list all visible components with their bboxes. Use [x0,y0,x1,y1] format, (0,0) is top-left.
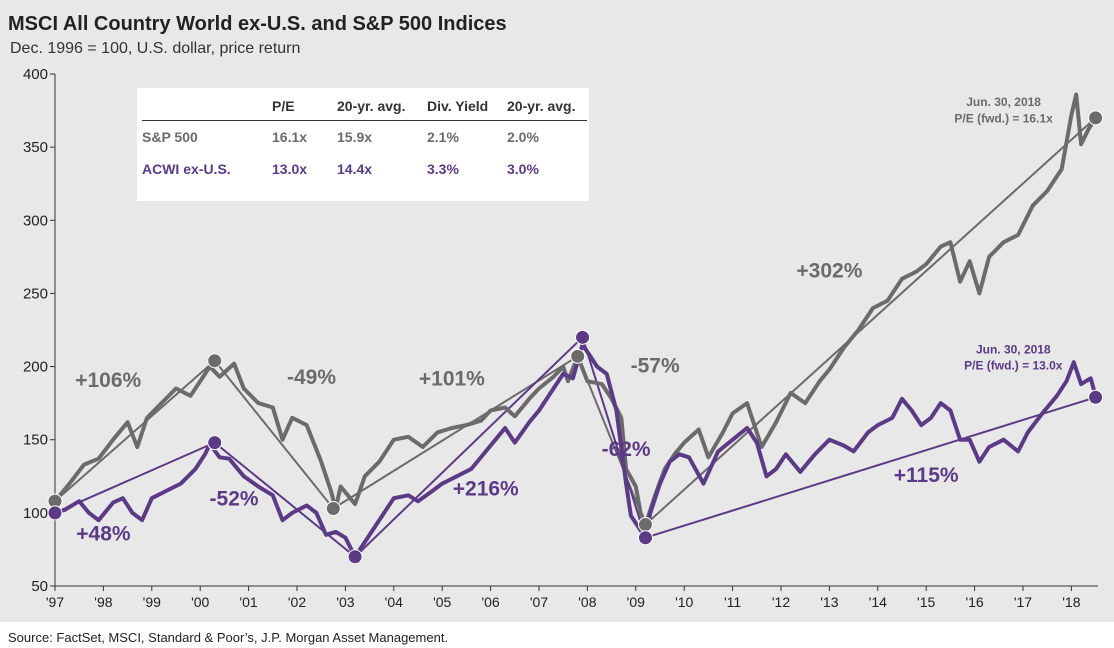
return-annotation: +216% [453,477,519,500]
trend-line [213,360,335,510]
chart-plot: 50 100 150 200 250 300 350 400 '97 '98 '99 '00 '01 '0… [23,66,1104,610]
y-tick-label: 50 [31,578,48,595]
peak-trough-marker [1088,110,1104,126]
pe-avg-value: 14.4x [337,160,373,177]
pe-annotation: Jun. 30, 2018 [976,342,1051,356]
trend-line [354,336,584,558]
y-tick-label: 100 [23,505,48,522]
x-tick-label: '09 [627,594,645,610]
x-tick-label: '04 [385,594,403,610]
pe-value: 13.0x [272,160,308,177]
trend-line [576,355,647,525]
peak-trough-marker [1088,389,1104,405]
return-annotation: +106% [75,369,141,392]
x-tick-label: '07 [530,594,548,610]
x-tick-label: '08 [578,594,596,610]
x-tick-label: '15 [917,594,935,610]
row-label: S&P 500 [142,120,272,153]
return-annotation: -62% [602,438,651,461]
return-annotation: +302% [796,259,862,282]
table-header-dy-avg: 20-yr. avg. [507,98,576,114]
peak-trough-marker [207,435,223,451]
table-header-pe: P/E [272,98,295,114]
x-tick-label: '06 [481,594,499,610]
trend-line [644,117,1097,526]
x-tick-label: '03 [336,594,354,610]
peak-trough-marker [325,500,341,516]
table-header-pe-avg: 20-yr. avg. [337,98,406,114]
x-tick-label: '11 [724,594,741,610]
x-tick-label: '17 [1014,594,1032,610]
return-annotation: +48% [76,523,131,546]
table-row: ACWI ex-U.S. 13.0x 14.4x 3.3% 3.0% [142,153,587,185]
x-tick-label: '99 [143,594,161,610]
x-tick-label: '97 [46,594,64,610]
x-tick-label: '16 [965,594,983,610]
pe-annotation: P/E (fwd.) = 13.0x [964,358,1063,372]
acwi-series-line [54,342,1098,559]
return-annotation: +101% [419,368,485,391]
y-tick-label: 400 [23,66,48,83]
trend-line [581,337,647,539]
pe-avg-value: 15.9x [337,120,427,153]
peak-trough-marker [637,530,653,546]
peak-trough-marker [47,505,63,521]
peak-trough-marker [570,348,586,364]
y-tick-label: 150 [23,432,48,449]
dy-avg-value: 3.0% [507,160,539,177]
peak-trough-marker [637,517,653,533]
x-tick-label: '14 [869,594,887,610]
x-tick-label: '02 [288,594,306,610]
return-annotation: -49% [287,366,336,389]
trend-line [645,396,1096,539]
chart-title: MSCI All Country World ex-U.S. and S&P 5… [8,13,507,35]
x-tick-label: '00 [191,594,209,610]
pe-value: 16.1x [272,120,337,153]
table-header-div-yield: Div. Yield [427,98,489,114]
valuation-table: P/E 20-yr. avg. Div. Yield 20-yr. avg. S… [142,98,587,185]
x-tick-label: '10 [675,594,693,610]
table-row: S&P 500 16.1x 15.9x 2.1% 2.0% [142,120,587,153]
return-annotation: -57% [631,354,680,377]
trend-line [214,441,356,558]
valuation-table-box: P/E 20-yr. avg. Div. Yield 20-yr. avg. S… [137,88,589,201]
trend-line [54,359,216,502]
return-annotation: -52% [210,488,259,511]
dy-avg-value: 2.0% [507,120,587,153]
x-tick-label: '12 [772,594,790,610]
y-tick-label: 350 [23,139,48,156]
pe-annotation: P/E (fwd.) = 16.1x [954,111,1053,125]
y-tick-label: 200 [23,359,48,376]
peak-trough-marker [207,353,223,369]
chart-subtitle: Dec. 1996 = 100, U.S. dollar, price retu… [10,40,301,57]
y-tick-label: 300 [23,212,48,229]
y-tick-label: 250 [23,285,48,302]
source-note: Source: FactSet, MSCI, Standard & Poor’s… [8,630,449,645]
x-tick-label: '98 [94,594,112,610]
x-tick-label: '05 [433,594,451,610]
peak-trough-marker [347,549,363,565]
sp500-series-line [53,92,1098,527]
row-label: ACWI ex-U.S. [142,160,231,177]
x-tick-label: '01 [239,594,257,610]
div-yield-value: 3.3% [427,160,459,177]
return-annotation: +115% [894,464,959,487]
table-header-name [142,98,272,121]
pe-annotation: Jun. 30, 2018 [966,95,1041,109]
div-yield-value: 2.1% [427,120,507,153]
x-tick-label: '18 [1062,594,1080,610]
x-tick-label: '13 [820,594,838,610]
peak-trough-marker [575,329,591,345]
